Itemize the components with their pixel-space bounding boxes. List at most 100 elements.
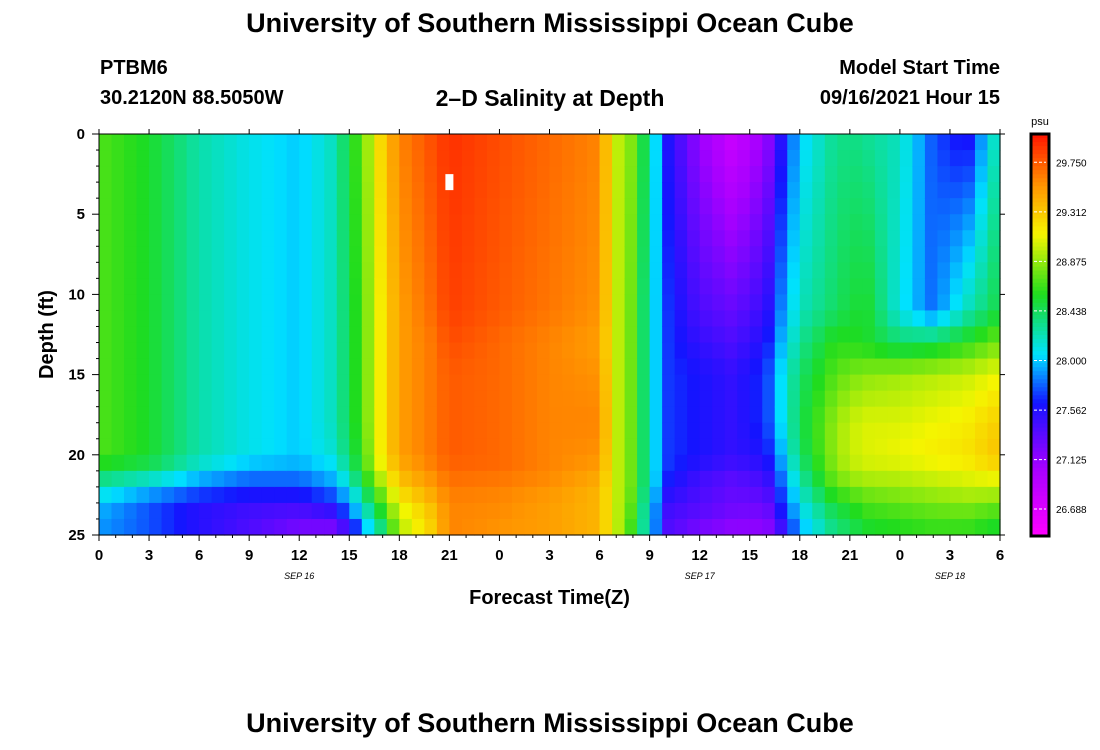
heatmap-cell: [312, 375, 325, 392]
heatmap-cell: [462, 182, 475, 199]
heatmap-cell: [912, 182, 925, 199]
heatmap-cell: [499, 375, 512, 392]
heatmap-cell: [362, 294, 375, 311]
heatmap-cell: [137, 166, 150, 183]
heatmap-cell: [875, 278, 888, 295]
heatmap-cell: [299, 503, 312, 520]
heatmap-cell: [262, 455, 275, 472]
heatmap-cell: [487, 407, 500, 424]
heatmap-cell: [262, 359, 275, 376]
colorbar-band: [1031, 243, 1049, 248]
heatmap-cell: [750, 278, 763, 295]
heatmap-cell: [274, 471, 287, 488]
heatmap-cell: [499, 198, 512, 215]
x-tick-label: 21: [841, 547, 858, 564]
heatmap-cell: [725, 519, 738, 536]
heatmap-cell: [99, 391, 112, 408]
heatmap-cell: [324, 343, 337, 360]
heatmap-cell: [750, 134, 763, 151]
heatmap-cell: [262, 407, 275, 424]
heatmap-cell: [800, 326, 813, 343]
heatmap-cell: [812, 439, 825, 456]
heatmap-cell: [437, 455, 450, 472]
colorbar-band: [1031, 452, 1049, 457]
heatmap-cell: [262, 343, 275, 360]
heatmap-cell: [912, 487, 925, 504]
heatmap-cell: [762, 471, 775, 488]
heatmap-cell: [925, 150, 938, 167]
heatmap-cell: [850, 198, 863, 215]
colorbar-band: [1031, 271, 1049, 276]
heatmap-cell: [199, 278, 212, 295]
heatmap-cell: [700, 230, 713, 247]
heatmap-cell: [312, 150, 325, 167]
heatmap-cell: [99, 375, 112, 392]
heatmap-cell: [287, 359, 300, 376]
heatmap-cell: [675, 246, 688, 263]
heatmap-cell: [650, 262, 663, 279]
heatmap-cell: [737, 391, 750, 408]
heatmap-cell: [162, 359, 175, 376]
colorbar-band: [1031, 480, 1049, 485]
heatmap-cell: [687, 519, 700, 536]
heatmap-cell: [162, 246, 175, 263]
heatmap-cell: [975, 503, 988, 520]
heatmap-cell: [424, 375, 437, 392]
heatmap-cell: [399, 503, 412, 520]
heatmap-cell: [337, 326, 350, 343]
heatmap-cell: [149, 326, 162, 343]
heatmap-cell: [312, 198, 325, 215]
heatmap-cell: [324, 326, 337, 343]
heatmap-cell: [537, 455, 550, 472]
heatmap-cell: [112, 487, 125, 504]
heatmap-cell: [812, 343, 825, 360]
heatmap-cell: [474, 182, 487, 199]
heatmap-cell: [775, 343, 788, 360]
heatmap-cell: [675, 326, 688, 343]
heatmap-cell: [575, 214, 588, 231]
heatmap-cell: [725, 503, 738, 520]
heatmap-cell: [575, 519, 588, 536]
heatmap-cell: [700, 326, 713, 343]
x-tick-label: 6: [595, 547, 603, 564]
heatmap-cell: [412, 246, 425, 263]
heatmap-cell: [812, 182, 825, 199]
heatmap-cell: [812, 262, 825, 279]
heatmap-cell: [612, 134, 625, 151]
heatmap-cell: [750, 326, 763, 343]
heatmap-cell: [687, 343, 700, 360]
heatmap-cell: [399, 343, 412, 360]
heatmap-cell: [762, 278, 775, 295]
heatmap-cell: [812, 230, 825, 247]
heatmap-cell: [199, 455, 212, 472]
heatmap-cell: [387, 375, 400, 392]
heatmap-cell: [862, 310, 875, 327]
heatmap-cell: [324, 230, 337, 247]
heatmap-cell: [675, 503, 688, 520]
heatmap-cell: [487, 182, 500, 199]
heatmap-cell: [937, 214, 950, 231]
heatmap-cell: [625, 262, 638, 279]
heatmap-cell: [837, 471, 850, 488]
heatmap-cell: [249, 134, 262, 151]
heatmap-cell: [925, 407, 938, 424]
heatmap-cell: [575, 343, 588, 360]
heatmap-cell: [324, 423, 337, 440]
heatmap-cell: [587, 214, 600, 231]
heatmap-cell: [187, 407, 200, 424]
heatmap-cell: [812, 278, 825, 295]
heatmap-cell: [850, 455, 863, 472]
heatmap-cell: [712, 294, 725, 311]
heatmap-cell: [212, 198, 225, 215]
x-tick-label: 18: [791, 547, 808, 564]
heatmap-cell: [124, 375, 137, 392]
heatmap-cell: [587, 503, 600, 520]
heatmap-cell: [487, 134, 500, 151]
heatmap-cell: [562, 198, 575, 215]
heatmap-cell: [700, 278, 713, 295]
heatmap-cell: [875, 519, 888, 536]
heatmap-cell: [575, 246, 588, 263]
heatmap-cell: [712, 439, 725, 456]
heatmap-cell: [775, 166, 788, 183]
heatmap-cell: [800, 439, 813, 456]
